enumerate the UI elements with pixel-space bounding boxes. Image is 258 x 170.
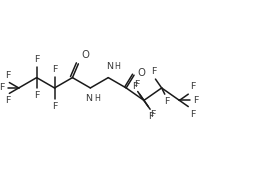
Text: H: H [94, 94, 100, 103]
Text: F: F [190, 82, 196, 91]
Text: F: F [5, 71, 10, 80]
Text: F: F [151, 67, 156, 76]
Text: F: F [193, 96, 199, 105]
Text: F: F [0, 83, 5, 92]
Text: H: H [114, 62, 120, 71]
Text: F: F [134, 80, 139, 89]
Text: N: N [85, 94, 92, 103]
Text: F: F [34, 55, 39, 64]
Text: F: F [132, 82, 138, 91]
Text: O: O [81, 50, 89, 60]
Text: F: F [164, 97, 170, 106]
Text: F: F [5, 96, 10, 105]
Text: F: F [52, 65, 57, 74]
Text: F: F [150, 109, 156, 118]
Text: O: O [137, 68, 145, 78]
Text: F: F [52, 102, 57, 111]
Text: F: F [190, 109, 196, 118]
Text: F: F [148, 112, 154, 121]
Text: F: F [34, 91, 39, 100]
Text: N: N [106, 62, 113, 71]
